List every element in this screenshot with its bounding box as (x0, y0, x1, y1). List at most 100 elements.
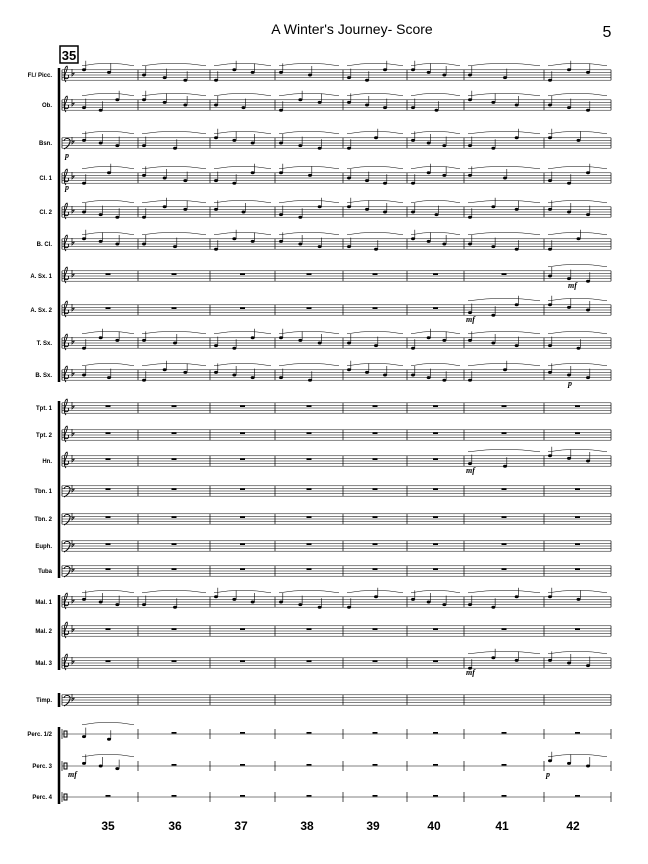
notehead (468, 215, 472, 219)
dynamic: p (567, 379, 572, 388)
whole-rest (240, 488, 245, 490)
notehead (308, 73, 312, 77)
treble-clef (63, 234, 70, 252)
slur (278, 93, 340, 97)
instrument-name: Perc. 4 (32, 795, 52, 801)
whole-rest (433, 568, 438, 570)
whole-rest (171, 516, 177, 518)
slur (141, 131, 207, 135)
instrument-name: Euph. (35, 544, 52, 550)
whole-rest (240, 568, 245, 570)
key-flat (71, 69, 75, 77)
treble-clef (63, 202, 70, 220)
whole-rest (501, 764, 507, 766)
notehead (98, 336, 103, 340)
slur (467, 651, 541, 655)
notehead (567, 68, 571, 72)
whole-rest (372, 516, 378, 518)
whole-rest (433, 660, 438, 662)
whole-rest (171, 543, 177, 545)
whole-rest (306, 273, 312, 275)
slur (547, 264, 608, 268)
whole-rest (306, 795, 312, 797)
instrument-name: Tpt. 2 (36, 433, 53, 439)
notehead (98, 239, 103, 243)
notehead (468, 73, 472, 77)
slur (410, 363, 461, 367)
treble-clef (63, 65, 70, 83)
notehead (279, 171, 283, 175)
notehead (142, 242, 146, 246)
notehead (183, 78, 188, 82)
slur (547, 166, 608, 170)
whole-rest (306, 764, 312, 766)
whole-rest (501, 488, 507, 490)
key-flat (71, 206, 75, 214)
whole-rest (105, 488, 111, 490)
key-flat (71, 270, 75, 278)
treble-clef (63, 95, 70, 113)
whole-rest (433, 764, 438, 766)
instrument-name: Cl. 2 (39, 210, 52, 216)
notehead (411, 346, 415, 350)
notehead (279, 70, 283, 74)
whole-rest (240, 543, 245, 545)
notehead (115, 98, 120, 102)
notehead (214, 370, 218, 374)
notehead (503, 464, 507, 468)
slur (213, 200, 272, 204)
notehead (347, 76, 351, 80)
notehead (586, 171, 590, 175)
notehead (586, 376, 590, 380)
notehead (548, 370, 552, 374)
notehead (442, 603, 447, 607)
dynamic: mf (568, 281, 578, 290)
whole-rest (501, 432, 507, 434)
whole-rest (575, 795, 580, 797)
notehead (567, 456, 571, 460)
whole-rest (105, 458, 111, 460)
notehead (82, 373, 86, 377)
measure-number: 36 (168, 819, 182, 833)
whole-rest (501, 795, 507, 797)
notehead (442, 173, 447, 177)
key-flat (71, 565, 75, 573)
notehead (298, 242, 303, 246)
notehead (82, 237, 86, 241)
slur (81, 590, 135, 594)
notehead (115, 215, 120, 219)
notehead (347, 176, 351, 180)
slur (213, 93, 272, 97)
bass-clef (63, 566, 71, 578)
notehead (491, 146, 496, 150)
notehead (411, 597, 415, 601)
whole-rest (240, 432, 245, 434)
instrument-name: Timp. (36, 698, 52, 704)
whole-rest (240, 795, 245, 797)
treble-clef (63, 365, 70, 383)
whole-rest (171, 660, 177, 662)
slur (346, 363, 404, 367)
whole-rest (575, 543, 580, 545)
notehead (468, 98, 472, 102)
notehead (279, 108, 283, 112)
notehead (317, 205, 322, 209)
slur (547, 590, 608, 594)
whole-rest (306, 516, 312, 518)
slur (81, 331, 135, 335)
notehead (442, 73, 447, 77)
whole-rest (171, 405, 177, 407)
notehead (514, 303, 519, 307)
instrument-name: Tbn. 2 (34, 517, 52, 523)
whole-rest (105, 628, 111, 630)
notehead (567, 661, 571, 665)
perc-clef (63, 793, 68, 801)
notehead (374, 247, 378, 251)
notehead (365, 78, 369, 82)
notehead (183, 370, 188, 374)
notehead (279, 336, 283, 340)
notehead (586, 664, 590, 668)
notehead (567, 761, 571, 765)
dynamic: p (64, 183, 69, 192)
slur (410, 63, 461, 67)
